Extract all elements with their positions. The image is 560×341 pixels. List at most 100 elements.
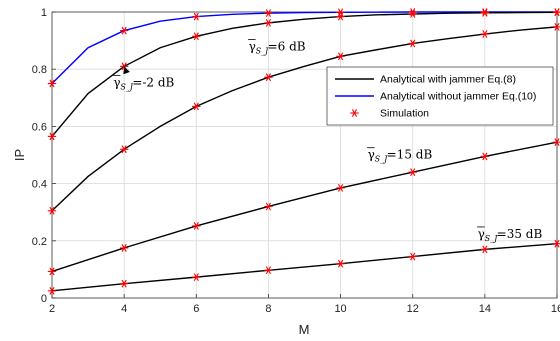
series-line-with-jammer bbox=[51, 242, 558, 292]
y-tick-label: 1 bbox=[41, 7, 47, 19]
legend-label-with-jammer: Analytical with jammer Eq.(8) bbox=[380, 74, 516, 86]
gamma-subscript: S_J bbox=[120, 82, 133, 91]
simulation-point bbox=[192, 32, 201, 41]
ticks: 2 4 6 8 10 12 14 16 0 0.2 0.4 0.6 0.8 1 bbox=[32, 7, 560, 315]
star-stroke bbox=[554, 239, 560, 248]
series-line-with-jammer bbox=[51, 11, 558, 137]
simulation-point bbox=[264, 202, 273, 211]
simulation-point bbox=[47, 79, 57, 88]
simulation-point bbox=[552, 8, 560, 17]
annotation-arrow-head bbox=[123, 66, 130, 75]
star-stroke bbox=[121, 244, 127, 252]
star-stroke bbox=[193, 102, 199, 111]
star-stroke bbox=[193, 222, 199, 230]
star-stroke bbox=[193, 273, 199, 282]
x-axis-label: M bbox=[299, 322, 310, 337]
x-tick-label: 16 bbox=[551, 303, 560, 315]
simulation-point bbox=[119, 244, 129, 252]
gamma-symbol: γ bbox=[478, 227, 485, 241]
simulation-markers bbox=[47, 8, 560, 295]
star-stroke bbox=[410, 39, 416, 48]
simulation-point bbox=[47, 132, 57, 141]
simulation-point bbox=[119, 145, 129, 154]
simulation-point bbox=[119, 279, 129, 288]
x-tick-label: 14 bbox=[479, 303, 491, 315]
gamma-annotation: γ S_J =6 dB bbox=[248, 39, 306, 56]
simulation-point bbox=[192, 12, 201, 21]
gamma-annotation: γ S_J =35 dB bbox=[477, 226, 543, 243]
star-stroke bbox=[410, 10, 416, 18]
y-tick-label: 0.8 bbox=[32, 64, 47, 76]
star-stroke bbox=[265, 18, 272, 27]
simulation-point bbox=[336, 52, 345, 61]
simulation-point bbox=[480, 245, 490, 254]
gamma-value: =35 dB bbox=[497, 227, 543, 241]
y-tick-label: 0.2 bbox=[32, 236, 47, 248]
gamma-annotation: γ S_J =15 dB bbox=[367, 147, 433, 164]
x-tick-label: 12 bbox=[407, 303, 419, 315]
simulation-point bbox=[480, 8, 490, 17]
star-stroke bbox=[49, 132, 55, 141]
simulation-point bbox=[47, 206, 57, 215]
simulation-point bbox=[408, 10, 417, 18]
legend-star-marker bbox=[350, 109, 359, 117]
x-tick-label: 2 bbox=[49, 303, 55, 315]
simulation-point bbox=[336, 12, 345, 21]
simulation-point bbox=[264, 18, 273, 27]
x-tick-label: 8 bbox=[265, 303, 271, 315]
legend-label-simulation: Simulation bbox=[380, 108, 429, 120]
simulation-point bbox=[47, 286, 57, 295]
plot-frame bbox=[51, 11, 558, 299]
series-line-with-jammer bbox=[51, 141, 558, 273]
star-stroke bbox=[121, 279, 127, 288]
gamma-value: =6 dB bbox=[268, 40, 306, 54]
star-stroke bbox=[554, 138, 560, 147]
star-stroke bbox=[265, 202, 272, 211]
star-stroke bbox=[554, 8, 560, 17]
legend-label-without-jammer: Analytical without jammer Eq.(10) bbox=[380, 91, 536, 103]
simulation-point bbox=[192, 273, 201, 282]
series-lines bbox=[51, 11, 558, 292]
simulation-point bbox=[192, 222, 201, 230]
simulation-point bbox=[408, 39, 417, 48]
gamma-value: =-2 dB bbox=[132, 75, 174, 89]
star-stroke bbox=[193, 12, 199, 21]
simulation-point bbox=[480, 152, 490, 161]
star-stroke bbox=[265, 9, 272, 18]
star-stroke bbox=[482, 8, 488, 17]
star-stroke bbox=[554, 22, 560, 31]
star-stroke bbox=[337, 259, 344, 268]
legend: Analytical with jammer Eq.(8) Analytical… bbox=[326, 66, 554, 126]
x-tick-label: 6 bbox=[193, 303, 199, 315]
star-stroke bbox=[337, 12, 344, 21]
star-stroke bbox=[351, 109, 358, 117]
star-stroke bbox=[482, 245, 488, 254]
gamma-value: =15 dB bbox=[387, 148, 433, 162]
star-stroke bbox=[265, 73, 272, 82]
simulation-point bbox=[336, 183, 345, 192]
simulation-point bbox=[408, 168, 417, 177]
gamma-annotation: γ S_J =-2 dB bbox=[112, 66, 175, 91]
star-stroke bbox=[482, 152, 488, 161]
y-tick-label: 0.6 bbox=[32, 121, 47, 133]
star-stroke bbox=[49, 79, 55, 88]
y-axis-label: IP bbox=[12, 149, 27, 161]
star-stroke bbox=[121, 145, 127, 154]
simulation-point bbox=[408, 252, 417, 261]
star-stroke bbox=[121, 26, 127, 35]
star-stroke bbox=[337, 52, 344, 61]
gamma-subscript: S_J bbox=[485, 234, 498, 243]
simulation-point bbox=[192, 102, 201, 111]
y-tick-label: 0.4 bbox=[32, 179, 47, 191]
annotations: γ S_J =-2 dBγ S_J =6 dBγ S_J =15 dBγ S_J =35 dB bbox=[112, 39, 543, 243]
star-stroke bbox=[482, 30, 488, 38]
x-tick-label: 4 bbox=[121, 303, 127, 315]
legend-star bbox=[350, 109, 359, 117]
simulation-point bbox=[47, 267, 57, 276]
star-stroke bbox=[265, 266, 272, 275]
star-stroke bbox=[410, 252, 416, 261]
star-stroke bbox=[49, 206, 55, 215]
series-line-with-jammer bbox=[51, 26, 558, 212]
gamma-subscript: S_J bbox=[256, 47, 269, 56]
